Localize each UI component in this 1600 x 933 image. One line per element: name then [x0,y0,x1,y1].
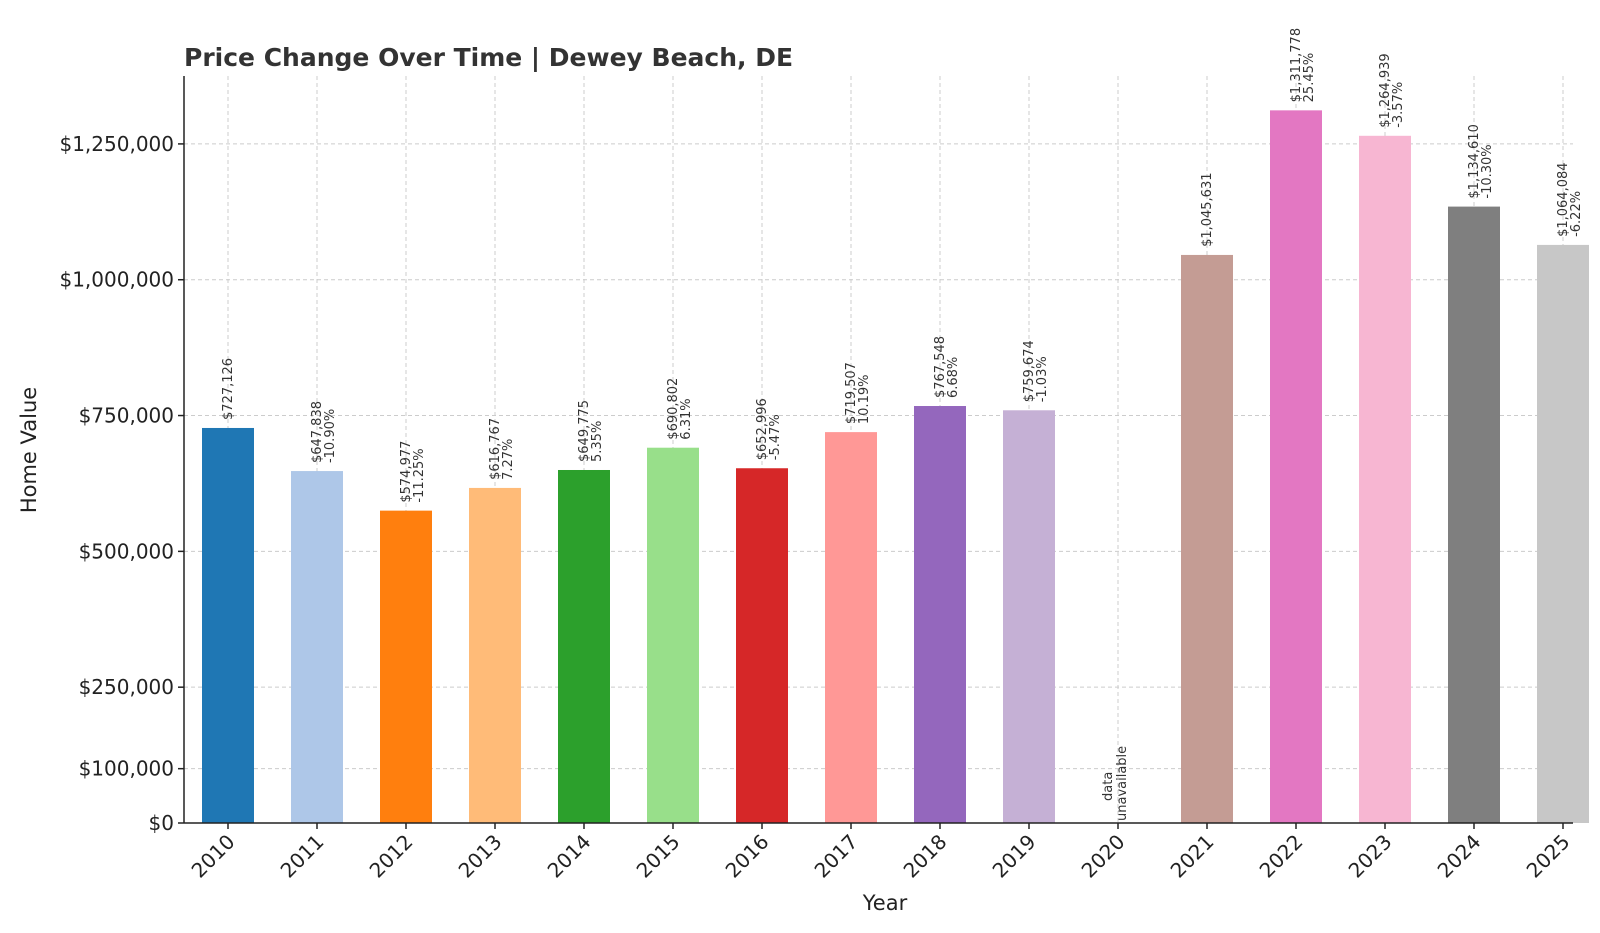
bar-2025 [1537,244,1589,824]
x-tick-label-2013: 2013 [454,830,507,883]
x-tick-label-2022: 2022 [1255,830,1308,883]
value-label-2014: $649,775 [577,400,592,462]
change-label-2017: 10.19% [857,375,872,425]
bar-2018 [914,406,966,823]
bar-2014 [558,469,610,823]
x-tick-label-2023: 2023 [1344,830,1397,883]
value-label-2024: $1,134,610 [1467,124,1482,198]
x-tick-label-2016: 2016 [721,830,774,883]
y-tick-label: $500,000 [79,539,174,563]
value-label-2023: $1,264,939 [1378,53,1393,127]
x-tick-label-2015: 2015 [632,830,685,883]
change-label-2014: 5.35% [590,421,605,462]
x-tick-label-2017: 2017 [810,830,863,883]
x-tick-label-2020: 2020 [1077,830,1130,883]
chart-title: Price Change Over Time | Dewey Beach, DE [184,43,793,72]
value-label-2010: $727,126 [221,358,236,420]
y-tick-label: $250,000 [79,675,174,699]
change-label-2024: -10.30% [1480,144,1495,198]
x-tick-label-2010: 2010 [187,830,240,883]
change-label-2011: -10.90% [323,409,338,463]
value-label-2022: $1,311,778 [1289,28,1304,102]
bar-2021 [1181,254,1233,823]
change-label-2018: 6.68% [946,357,961,398]
x-tick-label-2012: 2012 [365,830,418,883]
value-label-2016: $652,996 [755,398,770,460]
y-tick-label: $1,000,000 [59,268,174,292]
change-label-2022: 25.45% [1302,53,1317,103]
value-label-2018: $767,548 [933,336,948,398]
bar-2013 [469,487,521,823]
value-label-2013: $616,767 [488,418,503,480]
x-axis-label: Year [862,891,908,915]
x-tick-label-2011: 2011 [276,830,329,883]
x-tick-label-2025: 2025 [1522,830,1575,883]
change-label-2023: -3.57% [1391,82,1406,128]
y-tick-label: $1,250,000 [59,132,174,156]
x-tick-label-2019: 2019 [988,830,1041,883]
change-label-2016: -5.47% [768,414,783,460]
value-label-2021: $1,045,631 [1200,172,1215,246]
bar-2024 [1448,206,1500,823]
bar-2010 [202,427,254,823]
change-label-2019: -1.03% [1035,356,1050,402]
x-tick-label-2018: 2018 [899,830,952,883]
missing-data-label-2-2020: unavailable [1115,746,1130,821]
value-label-2025: $1,064,084 [1556,162,1571,236]
bar-2015 [647,447,699,823]
x-tick-label-2014: 2014 [543,830,596,883]
value-label-2019: $759,674 [1022,340,1037,402]
value-label-2017: $719,507 [844,362,859,424]
bar-2017 [825,432,877,823]
y-axis-label: Home Value [17,387,41,513]
x-tick-label-2021: 2021 [1166,830,1219,883]
bar-2011 [291,471,343,823]
missing-data-label-2020: data [1101,772,1116,801]
x-tick-label-2024: 2024 [1433,830,1486,883]
value-label-2015: $690,802 [666,378,681,440]
bar-2022 [1270,110,1322,823]
bar-2012 [380,510,432,823]
bar-2016 [736,468,788,823]
change-label-2012: -11.25% [412,448,427,502]
y-tick-label: $100,000 [79,757,174,781]
change-label-2025: -6.22% [1569,191,1584,237]
y-tick-label: $750,000 [79,404,174,428]
bar-2019 [1003,410,1055,823]
y-tick-label: $0 [149,811,174,835]
value-label-2011: $647,838 [310,401,325,463]
value-label-2012: $574,977 [399,441,414,503]
bar-2023 [1359,135,1411,823]
change-label-2015: 6.31% [679,398,694,439]
change-label-2013: 7.27% [501,439,516,480]
